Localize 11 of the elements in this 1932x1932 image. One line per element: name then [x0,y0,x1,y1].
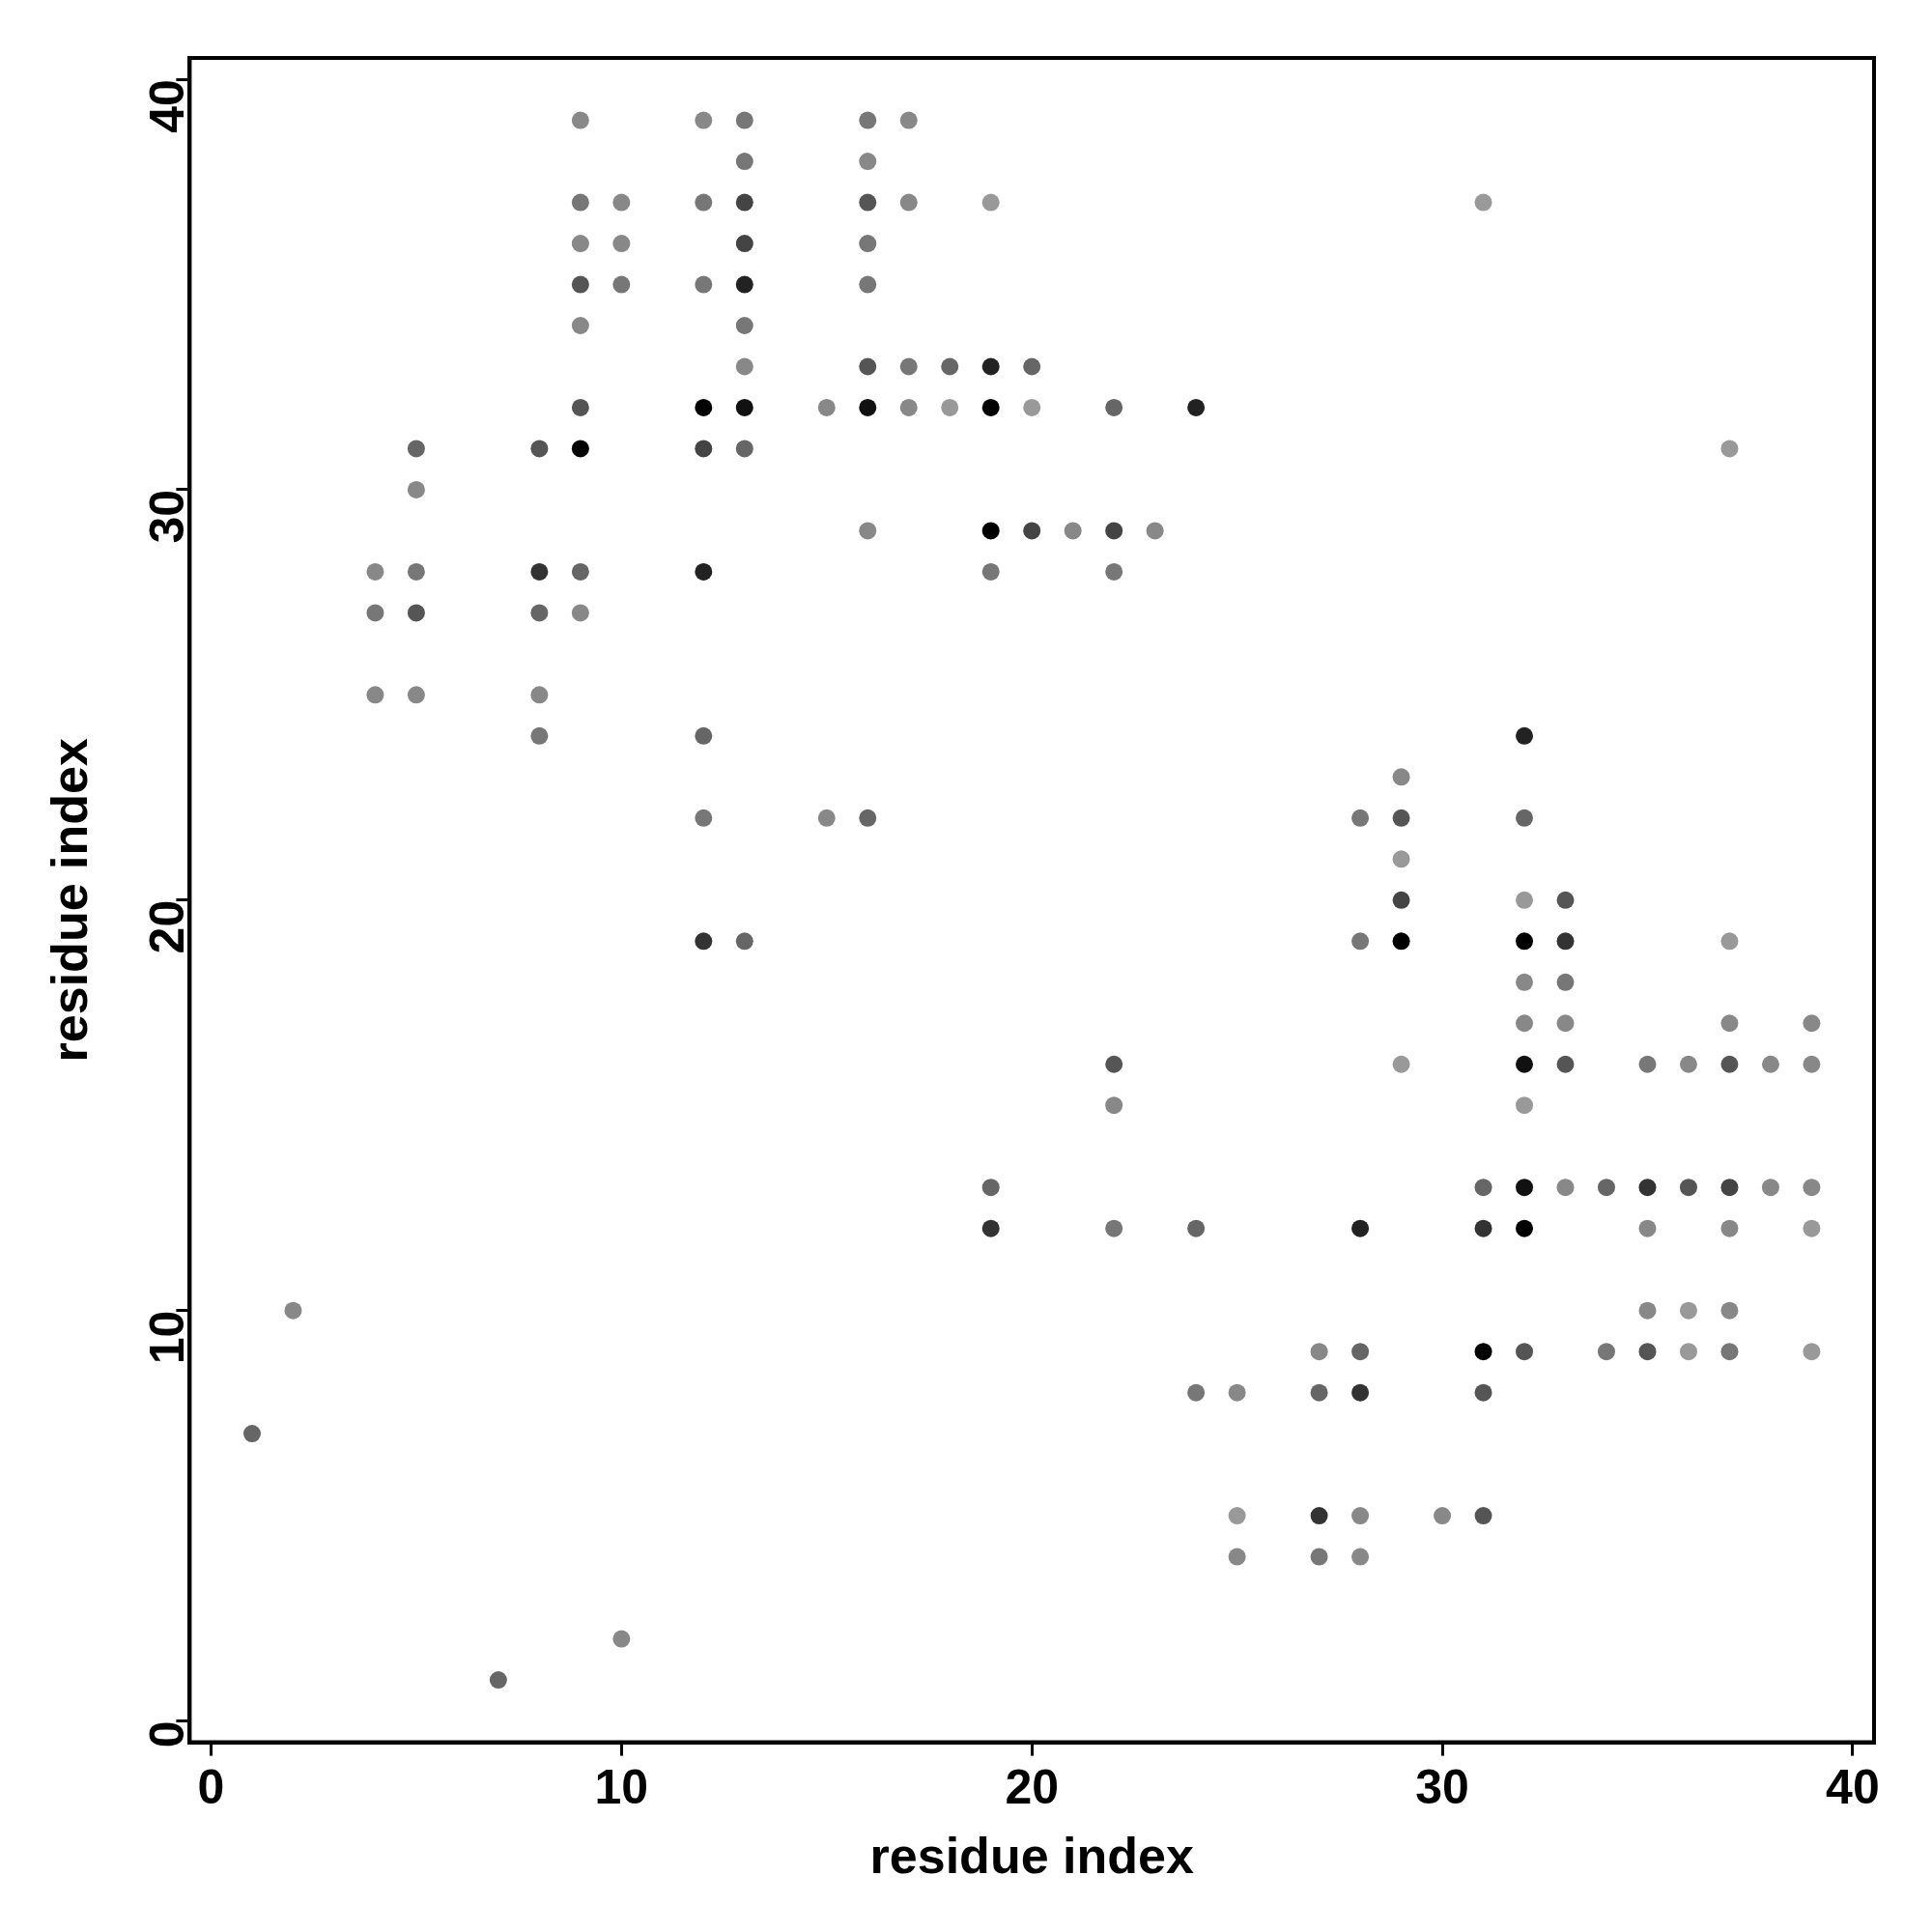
x-tick-label: 10 [594,1760,649,1815]
y-tick-label: 10 [140,1310,195,1365]
y-tick-label: 30 [140,489,195,544]
y-tick-label: 40 [140,79,195,133]
y-tick-label: 0 [140,1720,195,1748]
x-tick-label: 40 [1826,1760,1880,1815]
x-tick-label: 30 [1415,1760,1469,1815]
y-tick-label: 20 [140,899,195,954]
y-axis-title: residue index [41,738,98,1063]
x-tick-label: 20 [1005,1760,1060,1815]
x-axis-title: residue index [869,1828,1194,1885]
